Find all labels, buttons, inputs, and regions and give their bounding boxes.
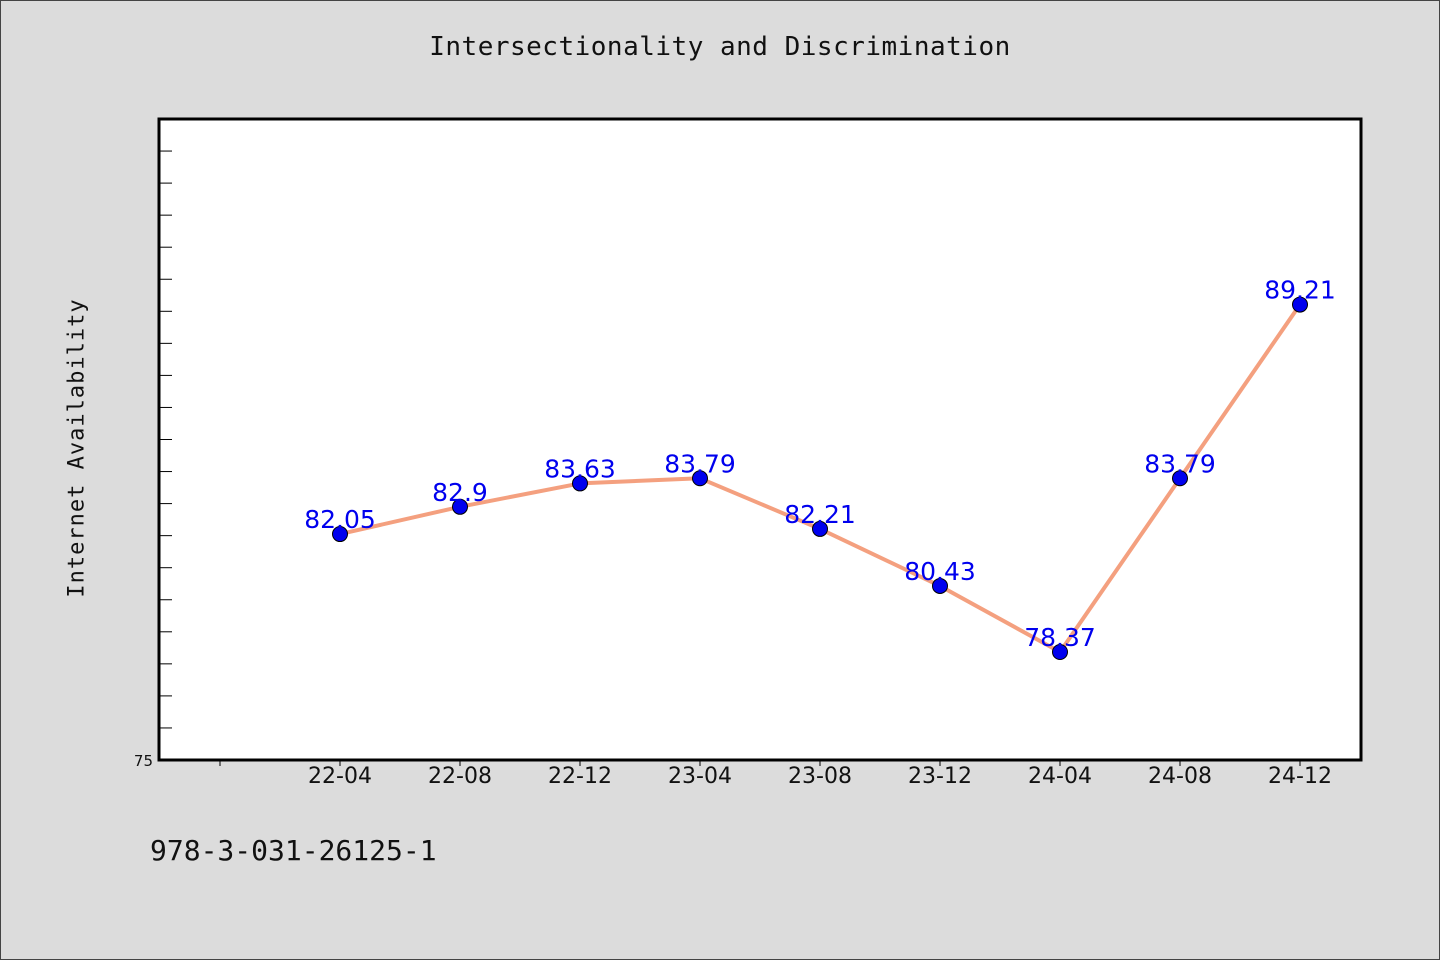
data-point	[812, 520, 828, 537]
x-tick-label: 22-04	[308, 764, 372, 789]
x-tick-label: 22-08	[428, 764, 492, 789]
series-markers	[332, 296, 1308, 660]
x-tick-label: 23-08	[788, 764, 852, 789]
data-label: 82.21	[784, 500, 856, 529]
y-axis-ticks: 75	[134, 150, 172, 770]
data-label: 83.79	[664, 449, 736, 478]
x-tick-label: 22-12	[548, 764, 612, 789]
x-tick-label: 23-04	[668, 764, 732, 789]
data-point	[1052, 643, 1068, 660]
data-label: 80.43	[904, 557, 976, 586]
x-tick-label: 24-08	[1148, 764, 1212, 789]
data-point	[332, 526, 348, 543]
data-label: 83.79	[1144, 449, 1216, 478]
x-tick-label: 24-12	[1268, 764, 1332, 789]
data-label: 83.63	[544, 454, 616, 483]
chart-title: Intersectionality and Discrimination	[429, 32, 1011, 62]
data-label: 89.21	[1264, 276, 1336, 305]
y-tick-label: 75	[134, 752, 153, 770]
plot-area	[157, 117, 1363, 762]
data-label: 82.05	[304, 505, 376, 534]
data-label: 78.37	[1024, 623, 1096, 652]
data-point	[932, 577, 948, 594]
data-point	[1292, 296, 1308, 313]
data-point	[1172, 470, 1188, 487]
isbn-text: 978-3-031-26125-1	[150, 834, 437, 867]
data-point	[692, 470, 708, 487]
x-tick-label: 23-12	[908, 764, 972, 789]
data-point	[572, 475, 588, 492]
x-axis-ticks: 22-04 22-08 22-12 23-04 23-08 23-12 24-04 24-08…	[219, 760, 1332, 789]
x-tick-label: 24-04	[1028, 764, 1092, 789]
data-labels: 82.05 82.9 83.63 83.79 82.21 80.43 78.37 83.79 8…	[304, 276, 1336, 652]
data-point	[452, 498, 468, 515]
data-label: 82.9	[432, 478, 488, 507]
